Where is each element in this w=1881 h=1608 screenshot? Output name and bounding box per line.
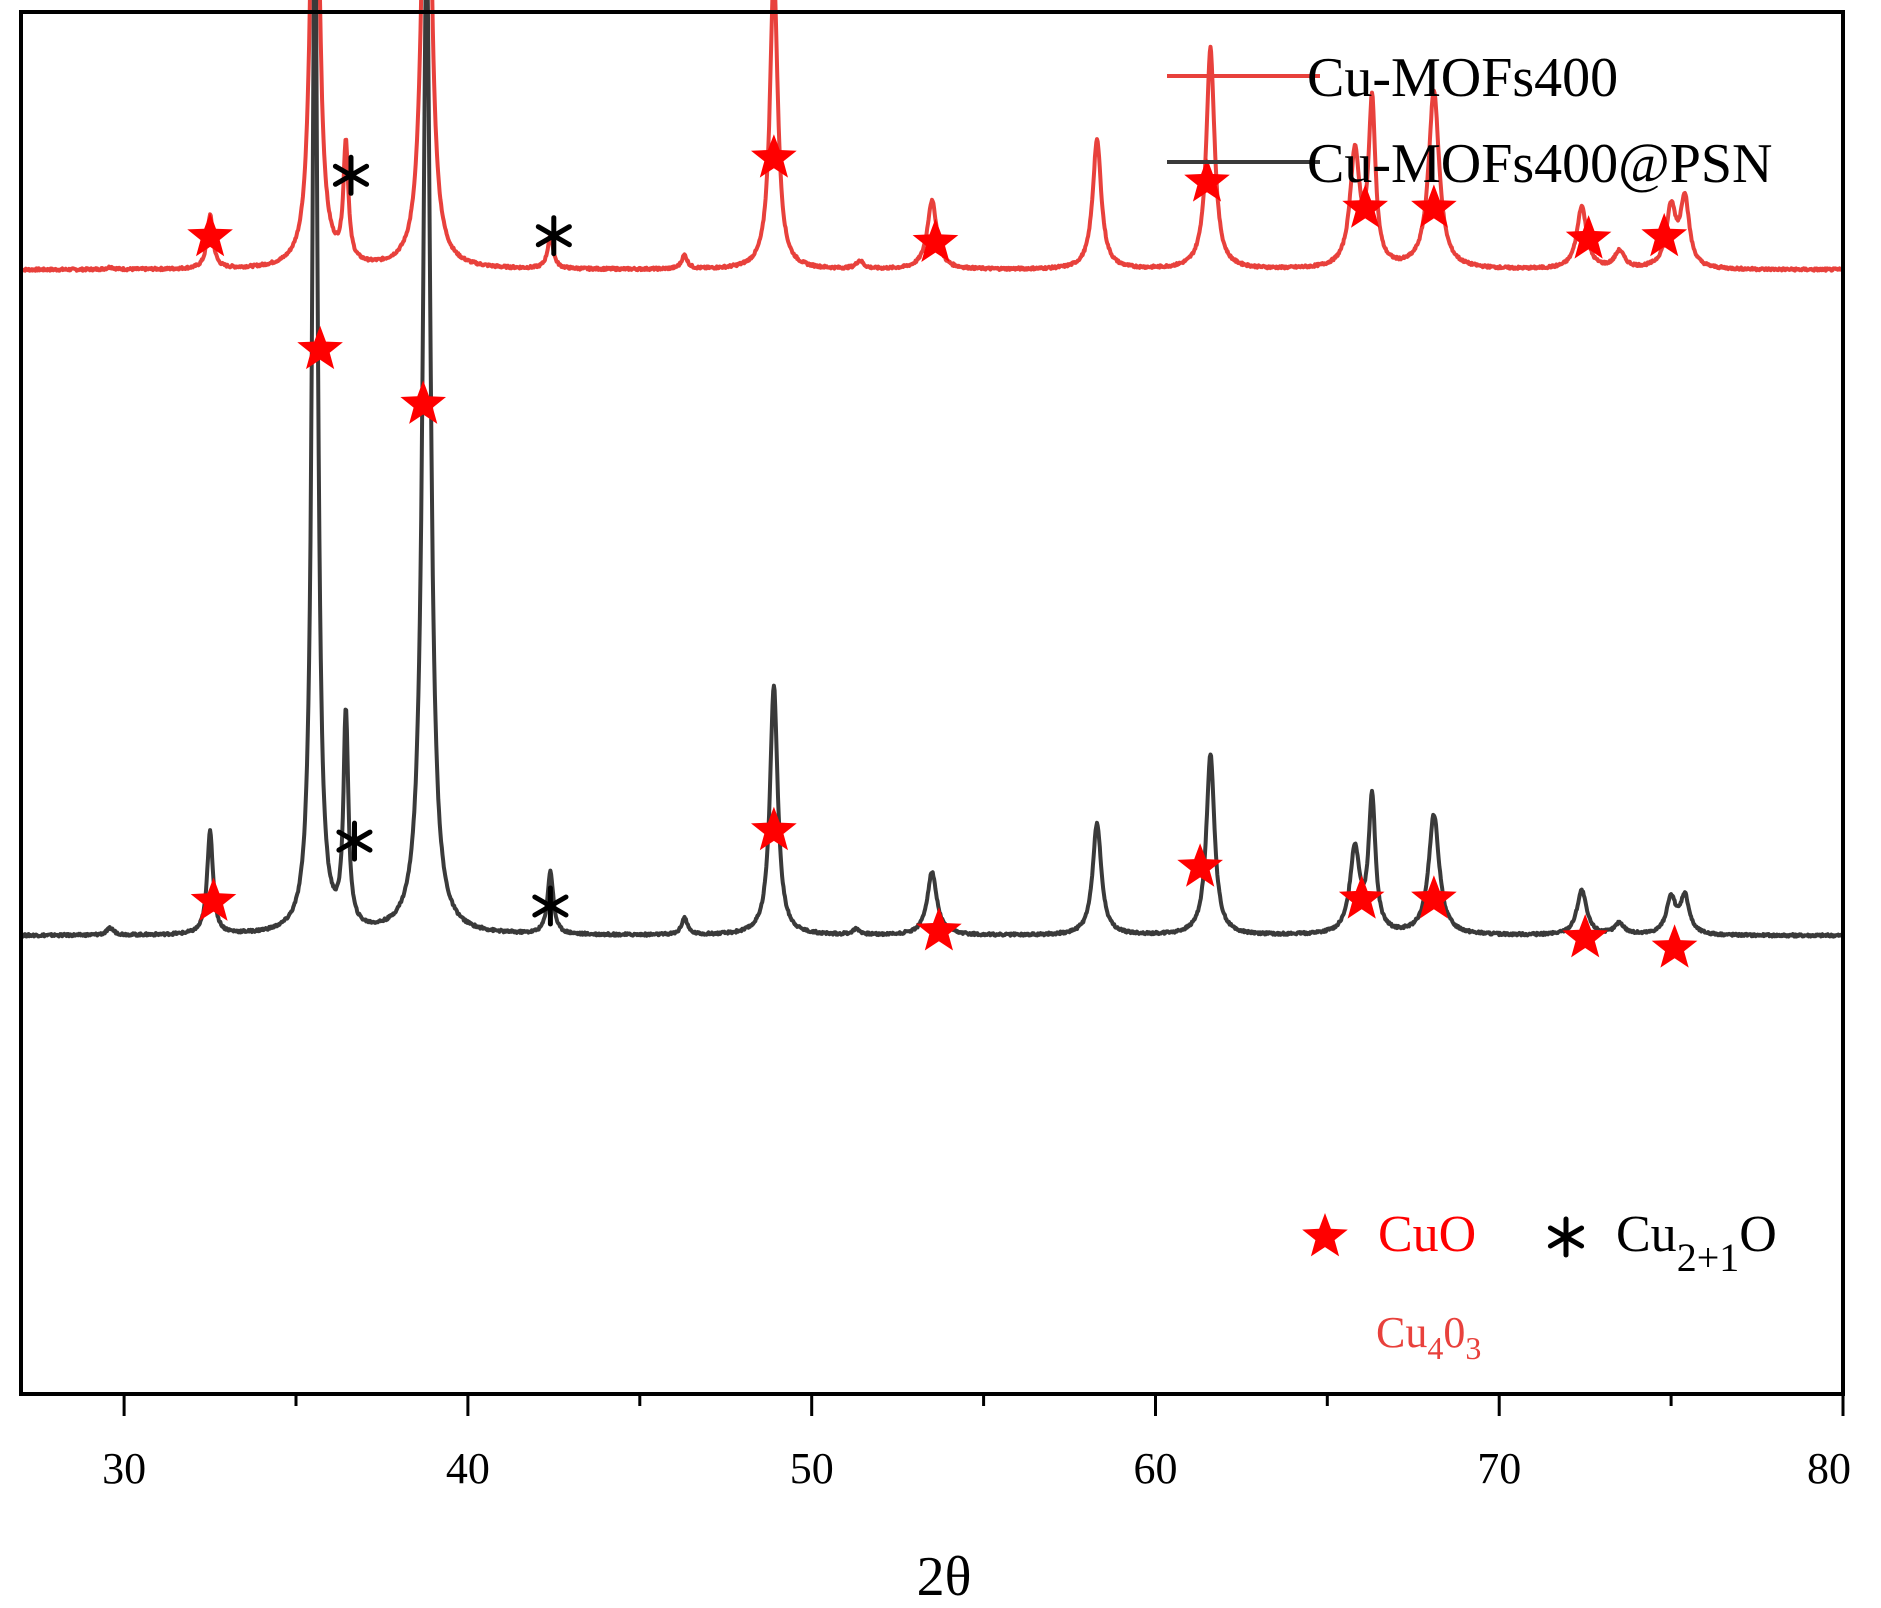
peak-marker-layer	[187, 134, 1698, 968]
cuo-peak-star-icon	[1411, 184, 1457, 228]
cuo-peak-star-icon	[1184, 158, 1230, 202]
cuo-peak-star-icon	[1641, 212, 1688, 257]
cuo-peak-star-icon	[1342, 184, 1388, 228]
plot-frame	[19, 10, 1845, 1396]
phase-label-cu2o: Cu2+1O	[1616, 1206, 1777, 1280]
phase-legend: CuO Cu2+1O Cu403	[1302, 1206, 1777, 1366]
cuo-peak-star-icon	[751, 806, 797, 851]
x-tick-label: 50	[790, 1444, 834, 1493]
cuo-peak-star-icon	[187, 212, 233, 257]
cu2o-peak-asterisk-icon	[336, 820, 373, 862]
x-tick-label: 30	[102, 1444, 146, 1493]
x-axis-title: 2θ	[917, 1546, 972, 1608]
cuo-peak-star-icon	[1411, 875, 1457, 919]
cu4o3-subscript-1: 4	[1427, 1330, 1443, 1366]
cuo-peak-star-icon	[400, 380, 446, 424]
series-line-cu-mofs400-psn	[19, 0, 1845, 939]
cu2o-subscript: 2+1	[1677, 1235, 1740, 1280]
x-tick-label: 40	[446, 1444, 490, 1493]
cuo-peak-star-icon	[297, 325, 343, 370]
cu2o-tail: O	[1739, 1206, 1777, 1263]
cu2o-main: Cu	[1616, 1206, 1677, 1263]
series-layer	[19, 0, 1845, 939]
star-icon	[1302, 1213, 1348, 1257]
asterisk-icon	[1547, 1216, 1585, 1258]
cuo-peak-star-icon	[912, 218, 959, 262]
x-tick-label: 70	[1477, 1444, 1521, 1493]
cu4o3-main: Cu	[1376, 1308, 1427, 1357]
series-legend: Cu-MOFs400 Cu-MOFs400@PSN	[1167, 47, 1772, 195]
cu4o3-subscript-2: 3	[1465, 1330, 1481, 1366]
cu2o-peak-asterisk-icon	[535, 215, 572, 257]
cuo-peak-star-icon	[190, 877, 237, 921]
cuo-peak-star-icon	[916, 907, 962, 951]
x-tick-label: 80	[1807, 1444, 1851, 1493]
cuo-peak-star-icon	[1338, 875, 1385, 919]
cuo-peak-star-icon	[1565, 215, 1612, 259]
cuo-peak-star-icon	[1177, 843, 1223, 887]
legend-label-cu-mofs400-psn: Cu-MOFs400@PSN	[1307, 133, 1772, 195]
cu2o-peak-asterisk-icon	[332, 154, 370, 196]
cuo-peak-star-icon	[751, 134, 797, 178]
phase-label-cuo: CuO	[1378, 1206, 1476, 1263]
x-axis-ticks: 30 40 50 60 70 80	[102, 1394, 1851, 1493]
phase-label-cu4o3: Cu403	[1376, 1308, 1481, 1366]
series-line-cu-mofs400	[19, 0, 1845, 273]
cu4o3-mid: 0	[1443, 1308, 1465, 1357]
legend-label-cu-mofs400: Cu-MOFs400	[1307, 47, 1618, 109]
cuo-peak-star-icon	[1651, 924, 1698, 968]
cu2o-peak-asterisk-icon	[532, 885, 569, 927]
cuo-peak-star-icon	[1562, 914, 1608, 958]
x-tick-label: 60	[1134, 1444, 1178, 1493]
